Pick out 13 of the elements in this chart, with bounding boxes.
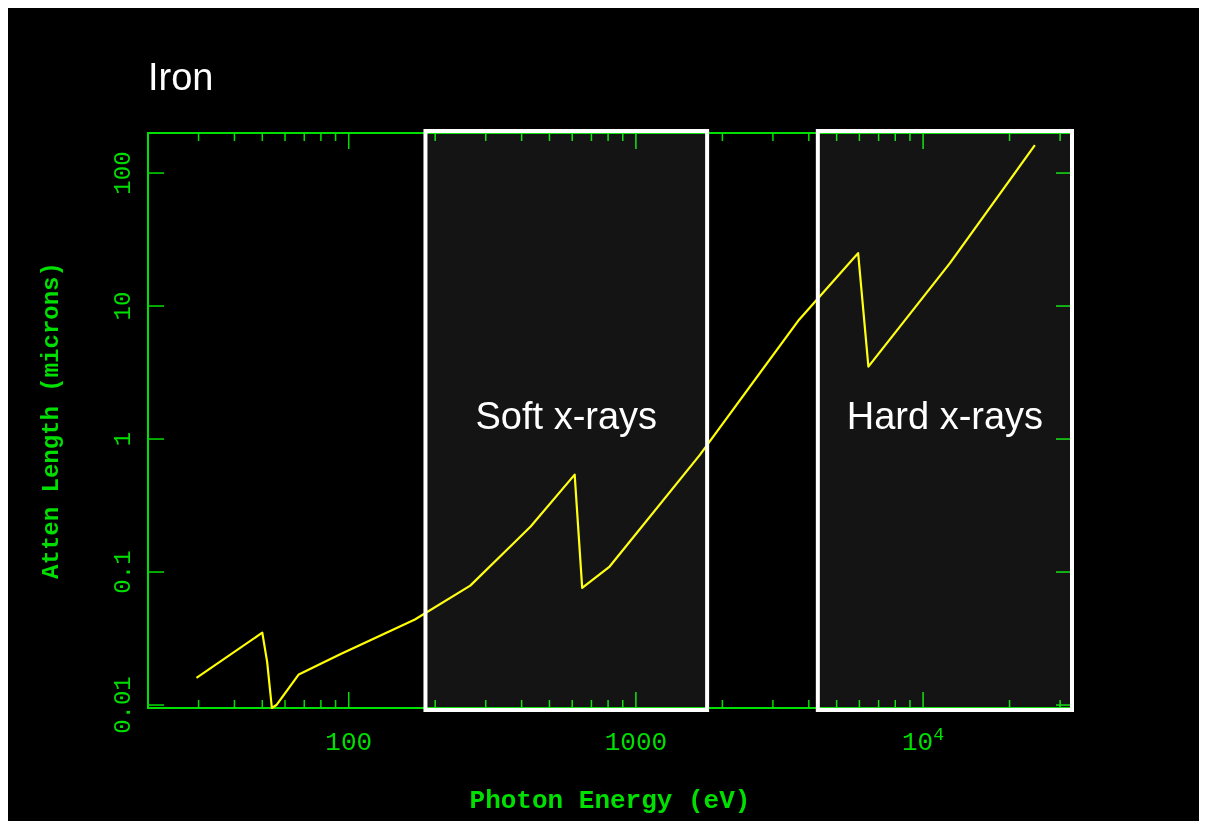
chart-title: Iron (148, 56, 214, 98)
band-label: Soft x-rays (475, 395, 658, 438)
y-tick-label: 10 (110, 291, 138, 321)
y-tick-label: 0.01 (110, 676, 138, 734)
y-tick-label: 1 (110, 431, 138, 447)
x-axis-title: Photon Energy (eV) (469, 786, 751, 816)
band-label: Hard x-rays (846, 395, 1044, 438)
y-axis-title: Atten Length (microns) (38, 262, 65, 579)
y-tick-label: 100 (110, 151, 138, 195)
x-tick-label: 10$^{4}$ (902, 725, 945, 758)
x-tick-label: 1000 (604, 728, 668, 758)
x-tick-label: 100 (325, 728, 373, 758)
y-tick-label: 0.1 (110, 550, 138, 594)
